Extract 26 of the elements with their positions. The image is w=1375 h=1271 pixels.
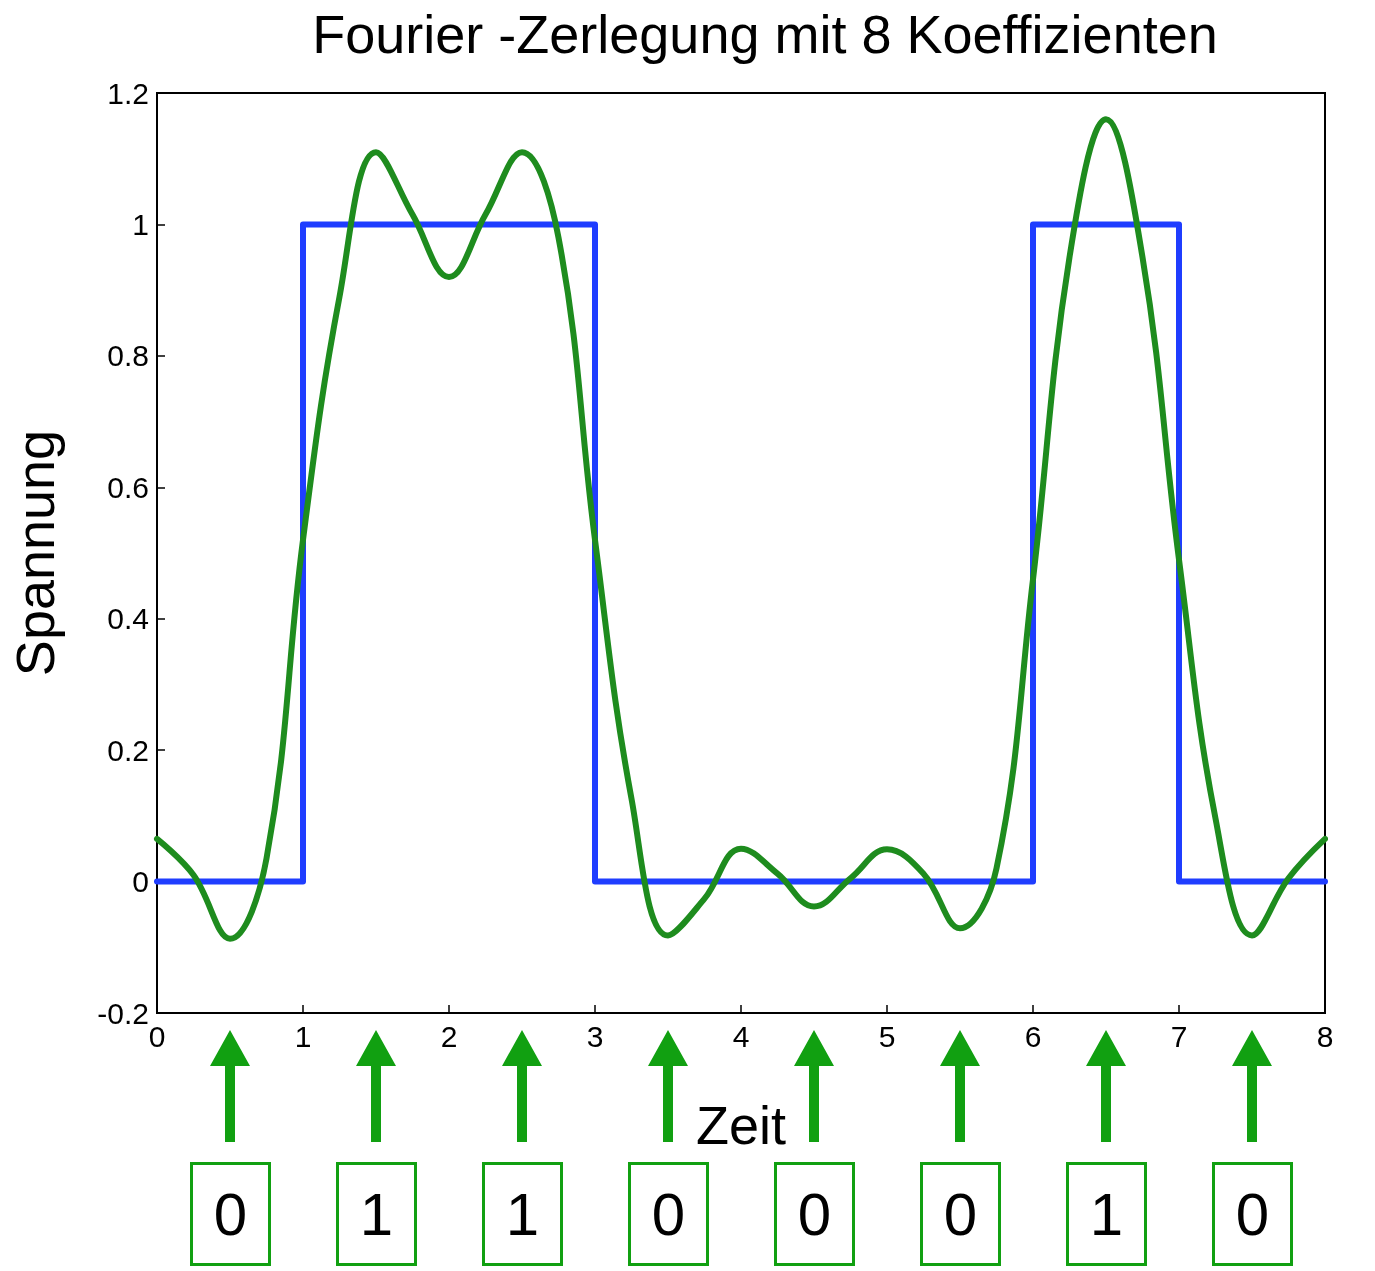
x-tick-label: 5 [878, 1019, 896, 1053]
text: 0 [1212, 1162, 1293, 1266]
chart-title: Fourier -Zerlegung mit 8 Koeffizienten [312, 4, 1218, 64]
y-tick-label: 0 [132, 865, 149, 899]
y-tick-label: 0.8 [107, 339, 149, 373]
y-tick-label: 0.2 [107, 733, 149, 767]
text: 1 [482, 1162, 563, 1266]
text: 1 [336, 1162, 417, 1266]
x-tick-label: 8 [1316, 1019, 1334, 1053]
text: 1 [1066, 1162, 1147, 1266]
y-tick-label: -0.2 [97, 996, 149, 1030]
text: 0 [628, 1162, 709, 1266]
y-tick-label: 0.4 [107, 602, 149, 636]
text: 0 [774, 1162, 855, 1266]
x-tick-label: 6 [1024, 1019, 1042, 1053]
y-tick-label: 1.2 [107, 76, 149, 110]
y-tick-label: 0.6 [107, 470, 149, 504]
x-tick-label: 7 [1170, 1019, 1188, 1053]
x-tick-label: 1 [294, 1019, 312, 1053]
x-tick-label: 4 [732, 1019, 750, 1053]
text: 0 [920, 1162, 1001, 1266]
x-tick-label: 2 [440, 1019, 458, 1053]
x-tick-label: 3 [586, 1019, 604, 1053]
y-tick-label: 1 [132, 207, 149, 241]
y-axis-title: Spannung [5, 429, 65, 677]
x-axis-title: Zeit [695, 1095, 787, 1155]
